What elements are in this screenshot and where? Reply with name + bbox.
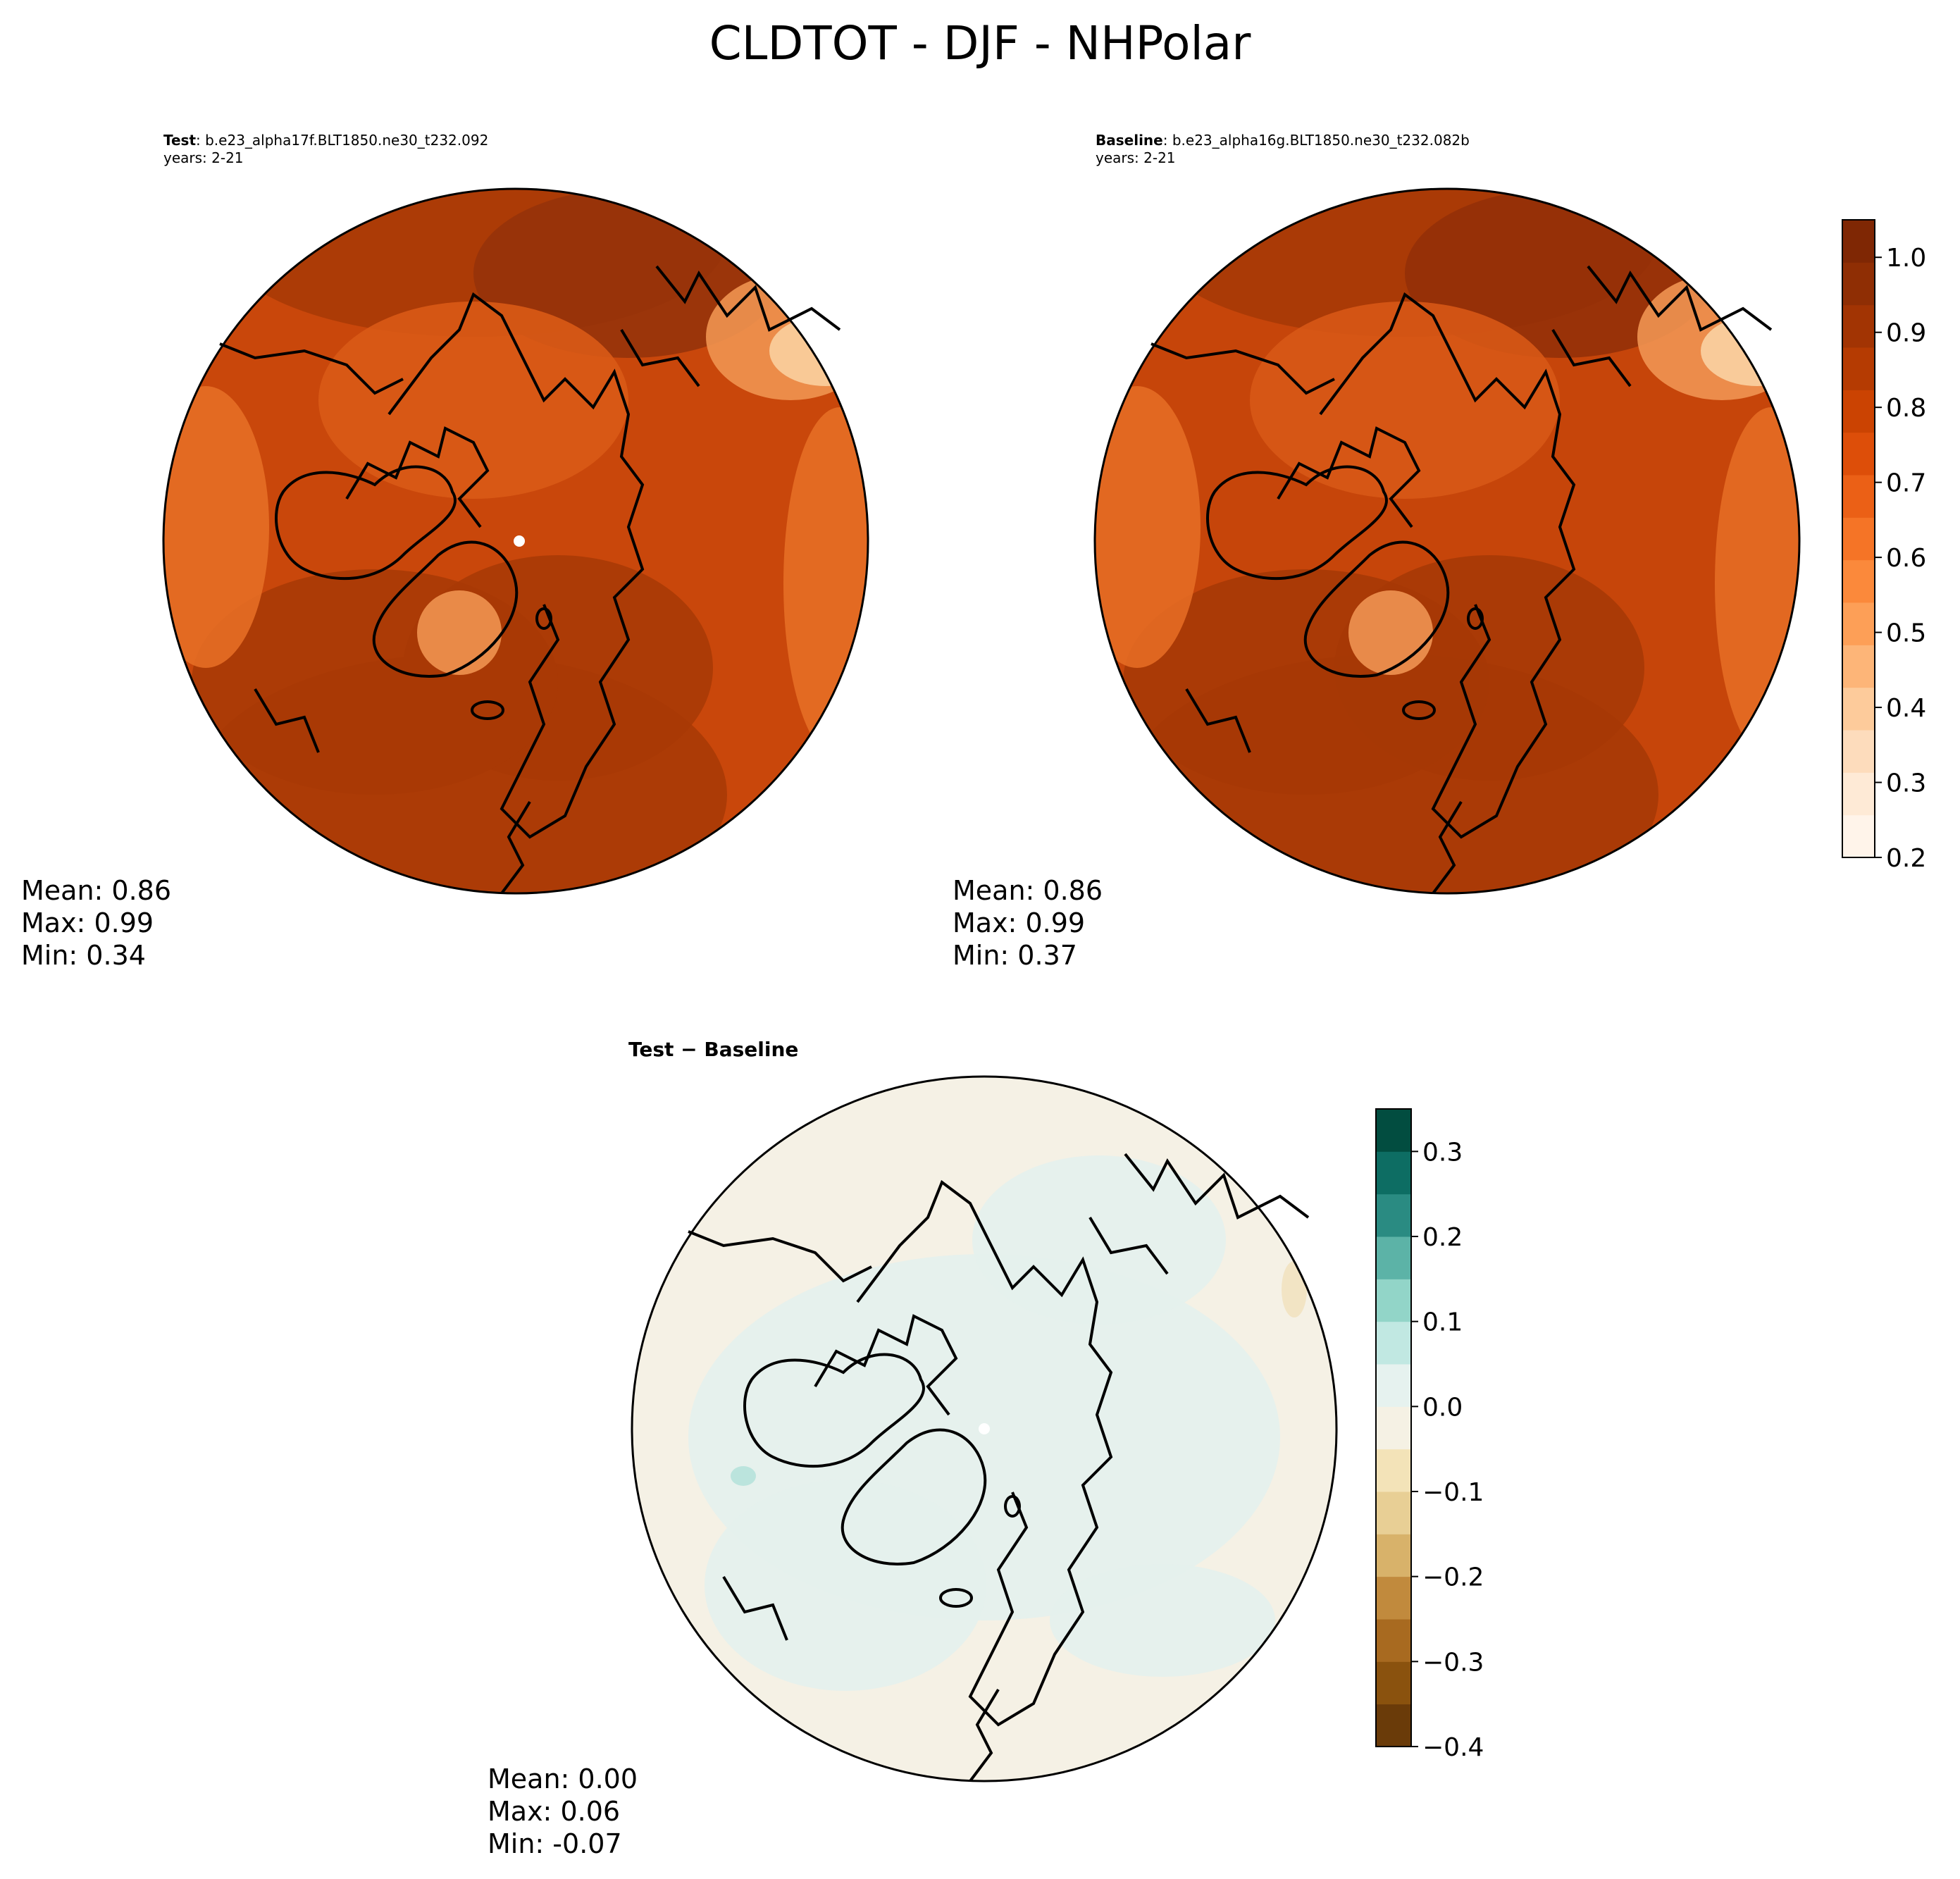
- test-case-name: : b.e23_alpha17f.BLT1850.ne30_t232.092: [196, 132, 489, 149]
- test-mean: Mean: 0.86: [21, 875, 172, 906]
- difference-title: Test − Baseline: [628, 1038, 799, 1061]
- colorbar-segment: [1842, 602, 1875, 645]
- test-years: years: 2-21: [163, 149, 244, 166]
- colorbar-tick-label: 1.0: [1886, 244, 1926, 273]
- difference-min: Min: -0.07: [488, 1828, 622, 1859]
- colorbar-segment: [1842, 475, 1875, 518]
- baseline-label: Baseline: [1096, 132, 1163, 149]
- colorbar-segment: [1842, 687, 1875, 731]
- difference-map: [631, 1075, 1338, 1782]
- test-label: Test: [163, 132, 197, 149]
- colorbar-tick-label: 0.6: [1886, 544, 1926, 573]
- colorbar-tick-label: −0.1: [1422, 1478, 1484, 1507]
- colorbar-segment: [1842, 559, 1875, 603]
- difference-max: Max: 0.06: [488, 1796, 621, 1827]
- colorbar-tick-label: 0.2: [1422, 1223, 1463, 1252]
- colorbar-segment: [1376, 1279, 1411, 1322]
- colorbar-segment: [1376, 1661, 1411, 1705]
- baseline-min: Min: 0.37: [953, 940, 1077, 971]
- test-max: Max: 0.99: [21, 907, 154, 938]
- colorbar-segment: [1376, 1704, 1411, 1747]
- baseline-panel-caption: Baseline: b.e23_alpha16g.BLT1850.ne30_t2…: [1096, 132, 1470, 167]
- test-stats: Mean: 0.86 Max: 0.99 Min: 0.34: [21, 874, 171, 972]
- colorbar-segment: [1842, 772, 1875, 816]
- colorbar-tick-label: 0.3: [1422, 1138, 1463, 1167]
- colorbar-tick-label: 0.2: [1886, 844, 1926, 873]
- colorbar-tick-label: −0.4: [1422, 1733, 1484, 1762]
- baseline-max: Max: 0.99: [953, 907, 1086, 938]
- colorbar-segment: [1376, 1449, 1411, 1492]
- test-min: Min: 0.34: [21, 940, 146, 971]
- colorbar-segment: [1376, 1406, 1411, 1450]
- main-colorbar: 0.2 0.3 0.4 0.5 0.6 0.7 0.8 0.9 1.0: [1842, 219, 1926, 873]
- test-map: [162, 187, 869, 895]
- difference-colorbar: −0.4 −0.3 −0.2 −0.1 0.0 0.1 0.2 0.3: [1375, 1108, 1484, 1762]
- colorbar-segment: [1376, 1534, 1411, 1577]
- colorbar-segment: [1842, 730, 1875, 773]
- colorbar-tick-label: 0.9: [1886, 319, 1926, 348]
- colorbar-segment: [1842, 517, 1875, 561]
- colorbar-segment: [1842, 390, 1875, 433]
- colorbar-segment: [1376, 1193, 1411, 1237]
- colorbar-segment: [1376, 1364, 1411, 1407]
- colorbar-tick-label: 0.5: [1886, 619, 1926, 648]
- colorbar-tick-label: 0.1: [1422, 1308, 1463, 1337]
- colorbar-tick-label: 0.3: [1886, 769, 1926, 798]
- test-panel-caption: Test: b.e23_alpha17f.BLT1850.ne30_t232.0…: [163, 132, 488, 167]
- colorbar-tick-label: 0.0: [1422, 1393, 1463, 1422]
- baseline-mean: Mean: 0.86: [953, 875, 1103, 906]
- colorbar-segment: [1376, 1109, 1411, 1152]
- colorbar-segment: [1376, 1576, 1411, 1620]
- colorbar-segment: [1376, 1619, 1411, 1662]
- pole-marker-test: [514, 535, 525, 547]
- baseline-case-name: : b.e23_alpha16g.BLT1850.ne30_t232.082b: [1162, 132, 1470, 149]
- difference-stats: Mean: 0.00 Max: 0.06 Min: -0.07: [488, 1763, 638, 1860]
- baseline-years: years: 2-21: [1096, 149, 1176, 166]
- colorbar-segment: [1842, 220, 1875, 263]
- colorbar-tick-label: 0.4: [1886, 694, 1926, 723]
- colorbar-segment: [1376, 1151, 1411, 1195]
- colorbar-segment: [1376, 1321, 1411, 1365]
- colorbar-segment: [1842, 645, 1875, 688]
- pole-marker-diff: [979, 1423, 990, 1434]
- colorbar-segment: [1842, 814, 1875, 858]
- baseline-stats: Mean: 0.86 Max: 0.99 Min: 0.37: [953, 874, 1103, 972]
- figure-title: CLDTOT - DJF - NHPolar: [709, 16, 1251, 70]
- colorbar-segment: [1842, 262, 1875, 306]
- colorbar-segment: [1376, 1492, 1411, 1534]
- colorbar-tick-label: −0.2: [1422, 1563, 1484, 1592]
- colorbar-segment: [1842, 347, 1875, 390]
- colorbar-segment: [1376, 1236, 1411, 1279]
- colorbar-tick-label: 0.8: [1886, 394, 1926, 423]
- colorbar-tick-label: 0.7: [1886, 469, 1926, 498]
- baseline-map: [1093, 187, 1801, 895]
- colorbar-segment: [1842, 432, 1875, 476]
- colorbar-tick-label: −0.3: [1422, 1648, 1484, 1677]
- difference-mean: Mean: 0.00: [488, 1763, 638, 1794]
- colorbar-segment: [1842, 304, 1875, 348]
